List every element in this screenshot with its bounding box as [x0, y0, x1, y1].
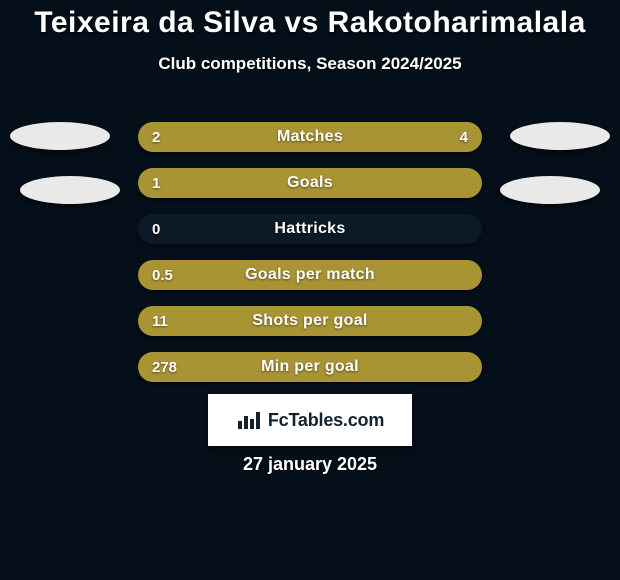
stat-row: 0Hattricks: [138, 214, 482, 244]
stats-container: 2Matches4 1Goals 0Hattricks 0.5Goals per ma…: [138, 122, 482, 398]
stat-label: Matches: [138, 122, 482, 152]
player2-photo-top: [510, 122, 610, 150]
stat-label: Min per goal: [138, 352, 482, 382]
stat-label: Goals: [138, 168, 482, 198]
stat-row: 1Goals: [138, 168, 482, 198]
stat-value-right: 4: [460, 122, 468, 152]
stat-row: 0.5Goals per match: [138, 260, 482, 290]
brand-badge[interactable]: FcTables.com: [208, 394, 412, 446]
stat-label: Goals per match: [138, 260, 482, 290]
page-root: Teixeira da Silva vs Rakotoharimalala Cl…: [0, 0, 620, 580]
stat-row: 278Min per goal: [138, 352, 482, 382]
stat-row: 2Matches4: [138, 122, 482, 152]
stat-label: Hattricks: [138, 214, 482, 244]
player2-photo-bottom: [500, 176, 600, 204]
footer-date: 27 january 2025: [0, 454, 620, 475]
stat-row: 11Shots per goal: [138, 306, 482, 336]
player1-photo-bottom: [20, 176, 120, 204]
page-title: Teixeira da Silva vs Rakotoharimalala: [0, 0, 620, 40]
page-subtitle: Club competitions, Season 2024/2025: [0, 54, 620, 74]
stat-label: Shots per goal: [138, 306, 482, 336]
brand-text: FcTables.com: [268, 410, 384, 431]
player1-photo-top: [10, 122, 110, 150]
brand-chart-icon: [236, 409, 262, 431]
